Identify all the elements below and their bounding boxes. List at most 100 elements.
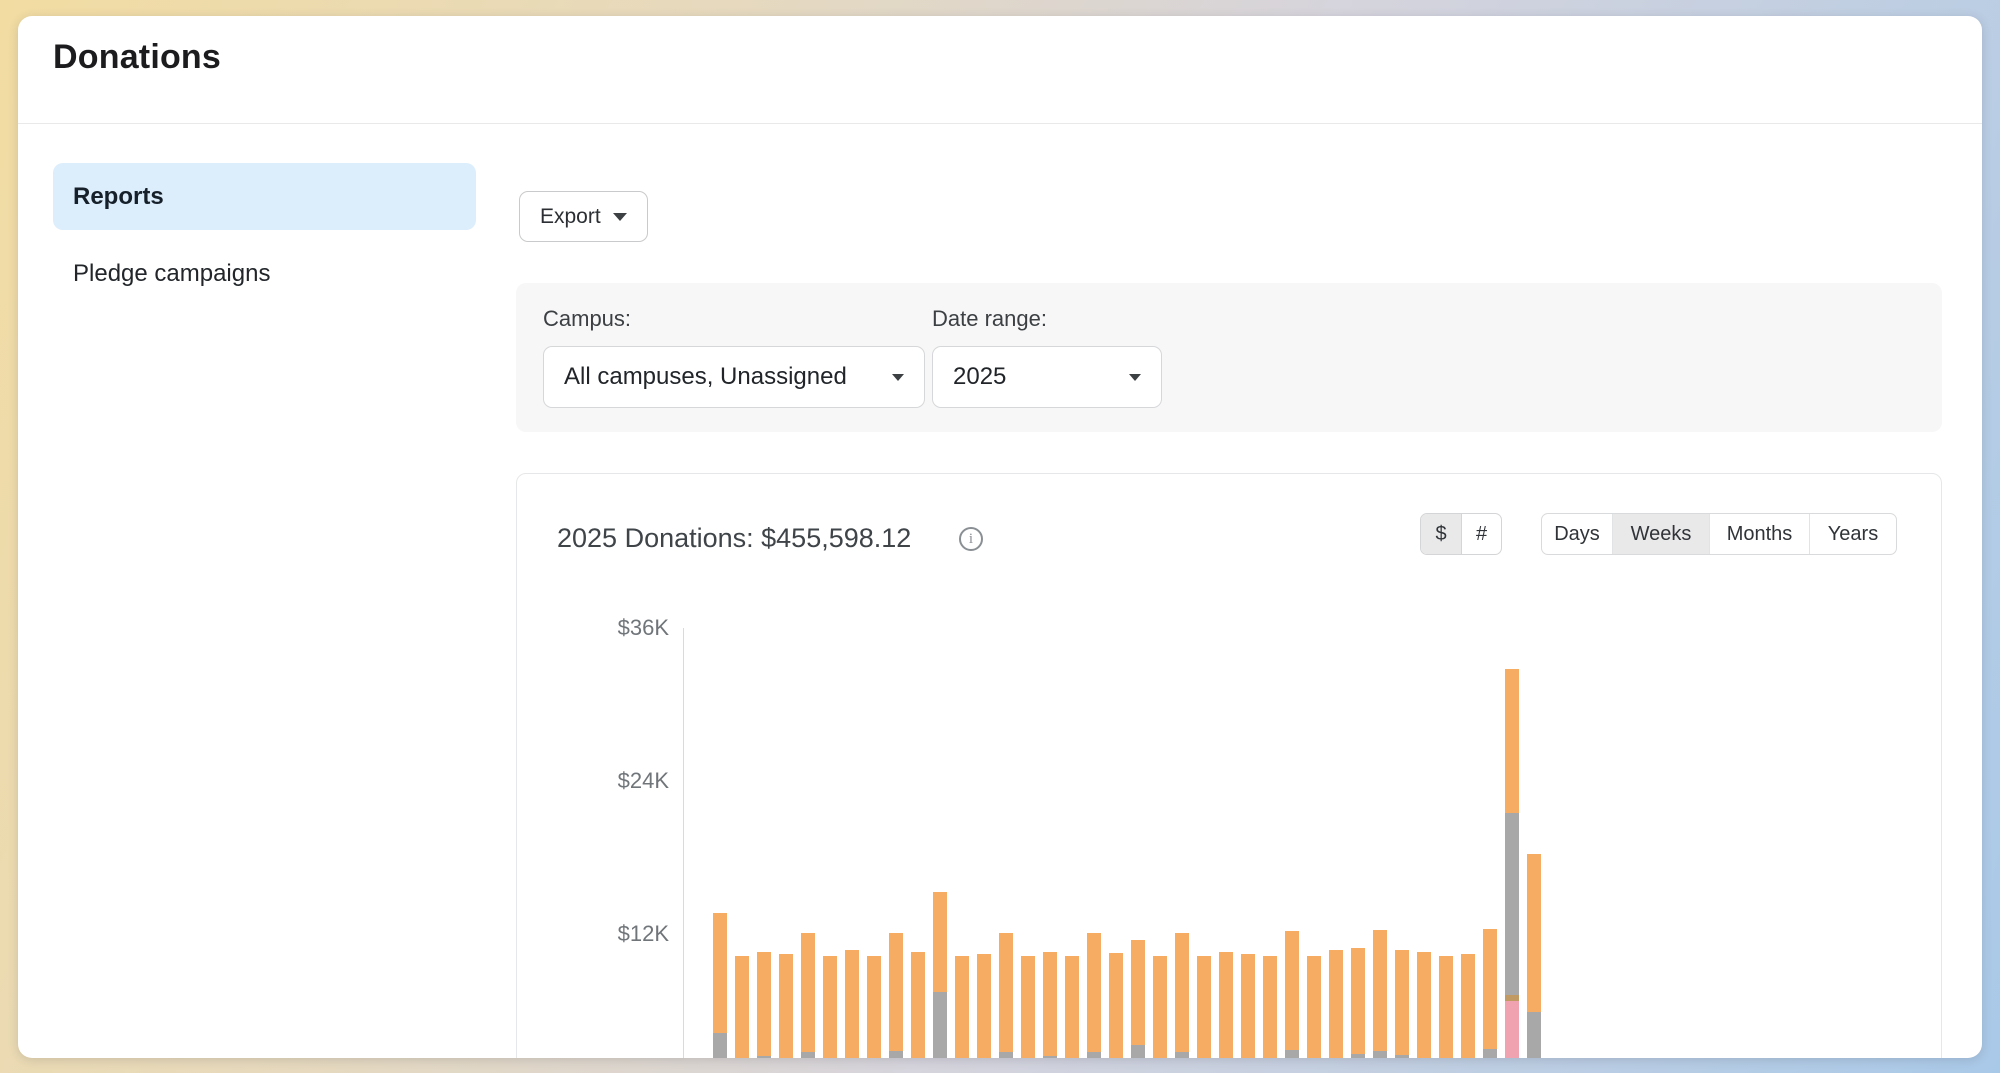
date-range-select-value: 2025 [953, 363, 1006, 391]
bar-week-31[interactable] [1373, 930, 1387, 1058]
bar-segment-gray [999, 1052, 1013, 1058]
bar-segment-gray [1285, 1050, 1299, 1058]
export-button-label: Export [540, 205, 601, 229]
bar-week-25[interactable] [1241, 954, 1255, 1058]
bar-segment-orange [1351, 948, 1365, 1054]
bar-segment-gray [1329, 1058, 1343, 1059]
bar-week-5[interactable] [801, 933, 815, 1058]
bar-segment-orange [1153, 956, 1167, 1058]
bar-segment-gray [713, 1033, 727, 1058]
bar-week-32[interactable] [1395, 950, 1409, 1058]
bar-segment-orange [1285, 931, 1299, 1050]
bar-segment-orange [933, 892, 947, 993]
bar-week-38[interactable] [1527, 854, 1541, 1058]
bar-segment-orange [1417, 952, 1431, 1058]
donations-bar-chart: $36K $24K $12K [517, 474, 1941, 1058]
bar-segment-orange [1219, 952, 1233, 1058]
bar-segment-orange [1021, 956, 1035, 1058]
campus-label: Campus: [543, 306, 631, 332]
bar-week-24[interactable] [1219, 952, 1233, 1058]
bar-week-11[interactable] [933, 892, 947, 1058]
bar-segment-orange [1373, 930, 1387, 1051]
bar-segment-gray [911, 1058, 925, 1059]
bar-segment-orange [1483, 929, 1497, 1049]
bar-segment-orange [713, 913, 727, 1033]
bar-week-28[interactable] [1307, 956, 1321, 1058]
bar-week-12[interactable] [955, 956, 969, 1058]
bar-segment-orange [1197, 956, 1211, 1058]
bar-week-10[interactable] [911, 952, 925, 1058]
bar-segment-gray [1175, 1052, 1189, 1058]
filter-panel: Campus: Date range: All campuses, Unassi… [516, 283, 1942, 432]
sidebar-item-pledge-campaigns[interactable]: Pledge campaigns [53, 252, 476, 296]
bar-segment-pink [1505, 1001, 1519, 1058]
sidebar-item-reports[interactable]: Reports [53, 163, 476, 230]
bar-segment-orange [1461, 954, 1475, 1058]
bar-segment-orange [1065, 956, 1079, 1058]
bar-week-2[interactable] [735, 956, 749, 1058]
bar-week-27[interactable] [1285, 931, 1299, 1058]
bar-week-34[interactable] [1439, 956, 1453, 1058]
bar-week-15[interactable] [1021, 956, 1035, 1058]
bar-week-37[interactable] [1505, 669, 1519, 1058]
bar-week-35[interactable] [1461, 954, 1475, 1058]
bar-segment-orange [1439, 956, 1453, 1058]
bar-week-9[interactable] [889, 933, 903, 1058]
bar-week-20[interactable] [1131, 940, 1145, 1058]
bar-segment-orange [1527, 854, 1541, 1012]
bar-segment-orange [1109, 953, 1123, 1058]
bar-segment-orange [1307, 956, 1321, 1058]
campus-select-value: All campuses, Unassigned [564, 363, 847, 391]
bar-segment-gray [845, 1058, 859, 1059]
bar-week-3[interactable] [757, 952, 771, 1058]
campus-select[interactable]: All campuses, Unassigned [543, 346, 925, 408]
bar-week-19[interactable] [1109, 953, 1123, 1058]
bar-week-7[interactable] [845, 950, 859, 1058]
bar-segment-orange [1329, 950, 1343, 1057]
chevron-down-icon [892, 374, 904, 381]
bar-week-17[interactable] [1065, 956, 1079, 1058]
bar-week-23[interactable] [1197, 956, 1211, 1058]
bar-segment-gray [933, 992, 947, 1058]
bar-segment-gray [1527, 1012, 1541, 1058]
bar-segment-gray [801, 1052, 815, 1058]
bar-week-16[interactable] [1043, 952, 1057, 1058]
bar-week-22[interactable] [1175, 933, 1189, 1058]
bar-week-36[interactable] [1483, 929, 1497, 1058]
bar-segment-orange [1505, 669, 1519, 813]
bar-segment-orange [955, 956, 969, 1058]
bar-week-14[interactable] [999, 933, 1013, 1058]
bar-segment-orange [779, 954, 793, 1058]
bar-week-33[interactable] [1417, 952, 1431, 1058]
bar-week-6[interactable] [823, 956, 837, 1058]
chevron-down-icon [613, 213, 627, 221]
bar-segment-orange [735, 956, 749, 1058]
bar-week-21[interactable] [1153, 956, 1167, 1058]
bar-segment-orange [1241, 954, 1255, 1058]
bar-week-26[interactable] [1263, 956, 1277, 1058]
bar-week-4[interactable] [779, 954, 793, 1058]
bar-segment-orange [867, 956, 881, 1058]
bar-segment-orange [801, 933, 815, 1053]
bar-segment-orange [889, 933, 903, 1052]
bar-segment-orange [1263, 956, 1277, 1058]
bar-segment-gray [1351, 1054, 1365, 1058]
bar-segment-gray [757, 1056, 771, 1058]
y-axis-tick: $24K [559, 768, 669, 794]
bar-week-1[interactable] [713, 913, 727, 1058]
bar-segment-orange [1175, 933, 1189, 1053]
y-axis-line [683, 628, 684, 1058]
bar-week-29[interactable] [1329, 950, 1343, 1058]
bar-segment-gray [889, 1051, 903, 1058]
bar-week-8[interactable] [867, 956, 881, 1058]
bar-segment-gray [1373, 1051, 1387, 1058]
donations-chart-card: 2025 Donations: $455,598.12 i $ # Days W… [516, 473, 1942, 1058]
bar-segment-gray [1483, 1049, 1497, 1058]
export-button[interactable]: Export [519, 191, 648, 242]
date-range-select[interactable]: 2025 [932, 346, 1162, 408]
bar-segment-gray [1395, 1055, 1409, 1058]
bar-week-30[interactable] [1351, 948, 1365, 1058]
bar-week-18[interactable] [1087, 933, 1101, 1058]
sidebar-item-label: Reports [73, 183, 164, 211]
bar-week-13[interactable] [977, 954, 991, 1058]
